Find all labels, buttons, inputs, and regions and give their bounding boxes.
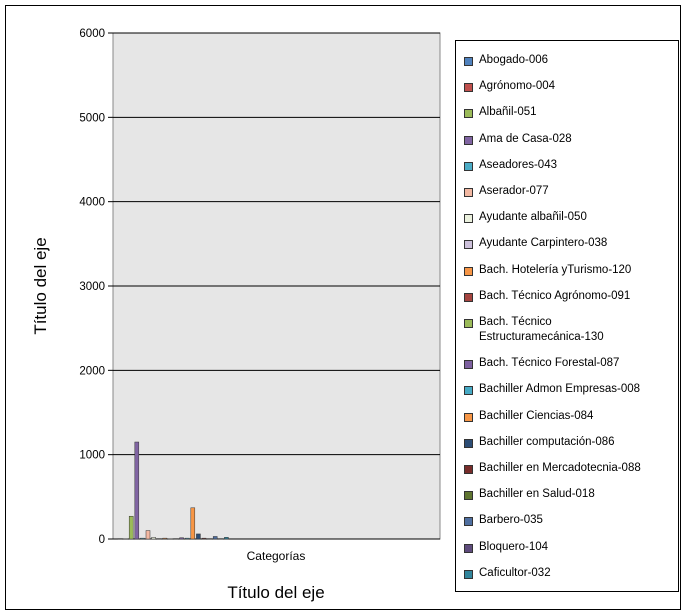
legend-item: Bach. Hotelería yTurismo-120	[464, 263, 631, 278]
legend-item: Abogado-006	[464, 53, 548, 68]
legend-swatch	[464, 543, 473, 553]
bar-4	[140, 537, 145, 540]
bar-3	[134, 441, 140, 540]
legend-label: Bachiller en Mercadotecnia-088	[479, 462, 641, 474]
legend-item: Albañil-051	[464, 105, 537, 120]
legend-label: Ama de Casa-028	[479, 132, 572, 145]
bar-6	[151, 537, 156, 540]
y-tick-label: 6000	[79, 28, 105, 40]
legend-label: Ayudante Carpintero-038	[479, 237, 608, 250]
legend-label: Bachiller Admon Empresas-008	[479, 383, 641, 396]
legend-item: Bachiller en Mercadotecnia-088	[464, 461, 641, 476]
legend-label: Bach. Técnico Forestal-087	[479, 357, 620, 370]
legend-swatch	[464, 83, 473, 93]
legend-item: Bachiller computación-086	[464, 435, 615, 450]
legend-label: Bloquero-104	[479, 540, 549, 553]
legend-label: Bach. Técnico Estructuramecánica-130	[479, 316, 604, 343]
y-tick-label: 1000	[79, 450, 105, 462]
legend-label: Bachiller en Salud-018	[479, 488, 595, 501]
legend-swatch	[464, 109, 473, 119]
y-tick-label: 2000	[79, 365, 105, 377]
legend-label: Abogado-006	[479, 54, 549, 66]
legend-swatch	[464, 292, 473, 302]
legend-item: Bach. Técnico Estructuramecánica-130	[464, 315, 604, 345]
legend-label: Agrónomo-004	[479, 80, 556, 93]
legend-label: Bach. Técnico Agrónomo-091	[479, 289, 631, 302]
legend-item: Aserador-077	[464, 184, 549, 199]
legend-label: Bach. Hotelería yTurismo-120	[479, 263, 632, 276]
legend-swatch	[464, 465, 473, 474]
legend-label: Barbero-035	[479, 514, 543, 527]
bar-15	[201, 537, 207, 540]
legend-item: Bachiller Ciencias-084	[464, 409, 593, 424]
legend-label: Bachiller Ciencias-084	[479, 409, 594, 422]
legend-swatch	[464, 412, 473, 422]
x-axis-category-label: Categorías	[247, 549, 306, 563]
bar-2	[128, 515, 134, 540]
y-tick-label: 3000	[79, 281, 105, 293]
bar-5	[145, 530, 151, 540]
bar-13	[190, 507, 196, 540]
bar-12	[184, 537, 190, 540]
legend-item: Agrónomo-004	[464, 79, 555, 94]
y-axis-title: Título del eje	[31, 237, 50, 334]
legend-label: Aserador-077	[479, 185, 549, 197]
legend-swatch	[464, 438, 473, 448]
legend-swatch	[464, 135, 473, 145]
y-tick-label: 0	[99, 534, 105, 546]
legend-item: Bach. Técnico Forestal-087	[464, 356, 619, 371]
legend-swatch	[464, 57, 473, 66]
legend-swatch	[464, 214, 473, 224]
legend-item: Caficultor-032	[464, 566, 551, 581]
legend-item: Bachiller Admon Empresas-008	[464, 382, 640, 397]
legend-item: Bach. Técnico Agrónomo-091	[464, 289, 630, 304]
legend-swatch	[464, 319, 473, 328]
legend-item: Aseadores-043	[464, 158, 557, 173]
legend-swatch	[464, 360, 473, 370]
bar-19	[224, 537, 229, 540]
legend-label: Aseadores-043	[479, 158, 557, 171]
legend-swatch	[464, 491, 473, 501]
legend-swatch	[464, 266, 473, 276]
legend-label: Ayudante albañil-050	[479, 211, 587, 224]
legend-swatch	[464, 569, 473, 579]
legend-item: Ama de Casa-028	[464, 132, 572, 147]
legend-label: Caficultor-032	[479, 566, 551, 579]
legend-item: Barbero-035	[464, 513, 543, 528]
bar-8	[162, 537, 168, 540]
x-axis-title: Título del eje	[227, 583, 324, 602]
legend-item: Ayudante albañil-050	[464, 210, 587, 225]
legend-item: Ayudante Carpintero-038	[464, 236, 607, 251]
legend-swatch	[464, 188, 473, 197]
legend-swatch	[464, 386, 473, 396]
chart-legend: Abogado-006 Agrónomo-004 Albañil-051 Ama de…	[455, 40, 679, 592]
legend-swatch	[464, 240, 473, 250]
legend-label: Bachiller computación-086	[479, 435, 615, 448]
bar-17	[212, 536, 218, 540]
bar-11	[179, 537, 184, 540]
y-tick-label: 4000	[79, 197, 105, 209]
legend-label: Albañil-051	[479, 106, 537, 119]
bar-14	[196, 533, 201, 540]
legend-swatch	[464, 517, 473, 527]
legend-item: Bachiller en Salud-018	[464, 487, 595, 502]
legend-item: Bloquero-104	[464, 540, 548, 555]
legend-swatch	[464, 161, 473, 171]
y-tick-label: 5000	[79, 112, 105, 124]
